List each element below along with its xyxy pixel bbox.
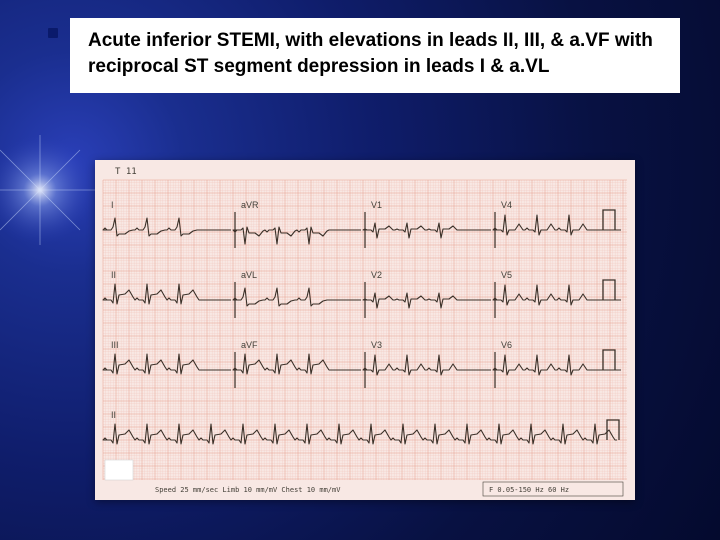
svg-text:I: I: [111, 200, 114, 210]
svg-text:V5: V5: [501, 270, 512, 280]
svg-text:V1: V1: [371, 200, 382, 210]
svg-text:V4: V4: [501, 200, 512, 210]
svg-text:Speed 25 mm/sec Limb 10 mm/: Speed 25 mm/sec Limb 10 mm/mV Chest 10 m…: [155, 486, 341, 494]
lens-flare: [0, 130, 100, 250]
title-box: Acute inferior STEMI, with elevations in…: [70, 18, 680, 93]
ecg-strip: T 11 IaVR V1 V4 II aVL V2 V5 III aVF V3 V6 II Speed 2…: [95, 160, 635, 500]
svg-text:II: II: [111, 410, 116, 420]
slide-title: Acute inferior STEMI, with elevations in…: [88, 28, 662, 79]
svg-text:T 11: T 11: [115, 167, 137, 177]
svg-text:aVF: aVF: [241, 340, 258, 350]
svg-text:V6: V6: [501, 340, 512, 350]
svg-text:III: III: [111, 340, 119, 350]
svg-text:V2: V2: [371, 270, 382, 280]
svg-text:aVL: aVL: [241, 270, 257, 280]
svg-text:F 0.05-150 Hz 60 Hz: F 0.05-150 Hz 60 Hz: [489, 486, 569, 494]
title-bullet: [48, 28, 58, 38]
svg-text:V3: V3: [371, 340, 382, 350]
svg-text:II: II: [111, 270, 116, 280]
ecg-svg: T 11 IaVR V1 V4 II aVL V2 V5 III aVF V3 V6 II Speed 2…: [95, 160, 635, 500]
svg-text:aVR: aVR: [241, 200, 259, 210]
slide: Acute inferior STEMI, with elevations in…: [0, 0, 720, 540]
